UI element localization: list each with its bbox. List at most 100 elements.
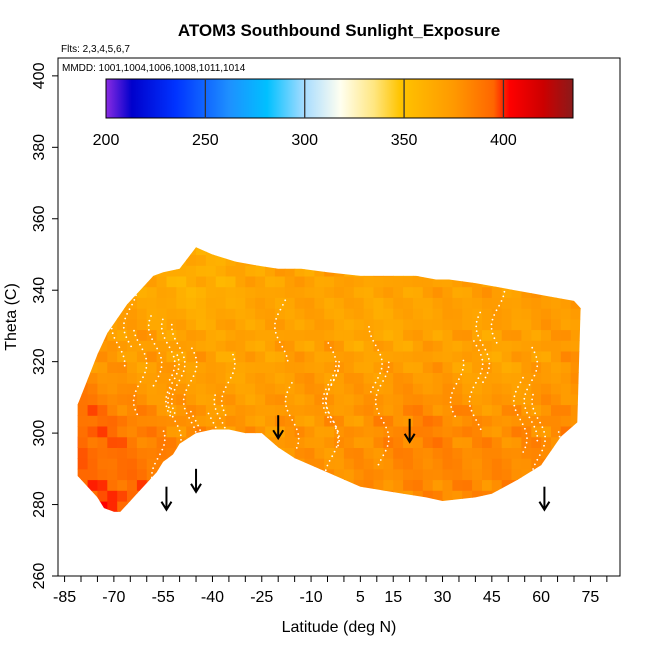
heatmap-cell: [403, 415, 414, 427]
heatmap-cell: [87, 247, 99, 256]
heatmap-cell: [117, 511, 128, 512]
heatmap-cell: [403, 501, 414, 512]
heatmap-cell: [245, 436, 256, 448]
track-dot: [498, 304, 500, 307]
heatmap-cell: [97, 361, 108, 373]
heatmap-cell: [472, 404, 483, 416]
heatmap-cell: [205, 447, 217, 459]
heatmap-cell: [334, 361, 345, 373]
track-dot: [548, 486, 551, 489]
heatmap-cell: [383, 372, 394, 384]
heatmap-cell: [167, 565, 178, 576]
heatmap-cell: [393, 436, 404, 448]
heatmap-cell: [501, 511, 513, 512]
heatmap-cell: [294, 447, 306, 459]
heatmap-cell: [127, 436, 138, 448]
track-dot: [193, 426, 195, 429]
heatmap-cell: [324, 533, 335, 544]
heatmap-cell: [136, 404, 148, 416]
heatmap-cell: [166, 254, 177, 266]
x-tick-label: -55: [152, 589, 175, 606]
heatmap-cell: [432, 383, 444, 395]
heatmap-cell: [206, 522, 217, 533]
heatmap-cell: [77, 426, 79, 438]
heatmap-cell: [87, 404, 99, 416]
heatmap-cell: [452, 329, 463, 341]
track-dot: [550, 458, 553, 461]
heatmap-cell: [136, 490, 148, 502]
heatmap-cell: [235, 275, 246, 288]
heatmap-cell: [570, 393, 581, 406]
heatmap-cell: [373, 447, 384, 459]
heatmap-cell: [472, 254, 483, 266]
heatmap-cell: [97, 265, 108, 277]
heatmap-cell: [314, 393, 325, 406]
heatmap-cell: [334, 415, 345, 427]
track-dot: [480, 354, 482, 356]
heatmap-cell: [157, 544, 168, 555]
heatmap-cell: [176, 361, 187, 373]
heatmap-cell: [196, 329, 207, 341]
heatmap-cell: [482, 340, 493, 352]
heatmap-cell: [294, 404, 306, 416]
heatmap-cell: [511, 468, 522, 481]
track-dot: [533, 351, 536, 354]
heatmap-cell: [501, 372, 513, 384]
track-dot: [221, 395, 224, 398]
heatmap-cell: [225, 426, 237, 438]
heatmap-cell: [422, 393, 434, 406]
heatmap-cell: [245, 404, 256, 416]
heatmap-cell: [205, 265, 217, 277]
heatmap-cell: [521, 501, 532, 512]
track-dot: [323, 393, 325, 395]
heatmap-cell: [403, 340, 414, 352]
heatmap-cell: [274, 393, 286, 406]
heatmap-cell: [97, 254, 108, 266]
heatmap-cell: [294, 247, 306, 256]
track-dot: [132, 399, 135, 402]
heatmap-cell: [551, 254, 562, 266]
heatmap-cell: [77, 511, 79, 512]
track-dot: [557, 431, 560, 433]
track-dot: [150, 315, 152, 317]
heatmap-cell: [403, 275, 414, 288]
heatmap-cell: [462, 340, 473, 352]
heatmap-cell: [186, 340, 197, 352]
heatmap-cell: [68, 544, 79, 555]
track-dot: [155, 380, 157, 382]
track-dot: [532, 393, 534, 396]
heatmap-cell: [383, 340, 394, 352]
heatmap-cell: [166, 415, 177, 427]
track-dot: [380, 367, 383, 370]
heatmap-cell: [304, 275, 315, 288]
heatmap-cell: [462, 490, 473, 502]
heatmap-cell: [492, 565, 503, 576]
heatmap-cell: [491, 372, 503, 384]
heatmap-cell: [107, 555, 118, 566]
heatmap-cell: [196, 426, 207, 438]
heatmap-cell: [521, 340, 532, 352]
heatmap-cell: [363, 286, 375, 298]
heatmap-cell: [442, 458, 453, 470]
heatmap-cell: [274, 501, 286, 512]
heatmap-cell: [511, 372, 522, 384]
heatmap-cell: [393, 286, 404, 298]
heatmap-cell: [215, 318, 227, 331]
track-dot: [166, 391, 169, 394]
heatmap-cell: [383, 501, 394, 512]
heatmap-cell: [225, 350, 237, 363]
heatmap-cell: [383, 383, 394, 395]
heatmap-cell: [412, 275, 424, 288]
heatmap-cell: [97, 436, 108, 448]
heatmap-cell: [403, 265, 414, 277]
heatmap-cell: [373, 361, 384, 373]
heatmap-cell: [136, 265, 148, 277]
track-dot: [199, 503, 201, 506]
heatmap-cell: [304, 247, 315, 256]
heatmap-cell: [412, 350, 424, 363]
track-dot: [171, 402, 173, 405]
heatmap-cell: [521, 458, 532, 470]
track-dot: [387, 440, 390, 443]
heatmap-cell: [393, 426, 404, 438]
heatmap-cell: [127, 233, 138, 244]
